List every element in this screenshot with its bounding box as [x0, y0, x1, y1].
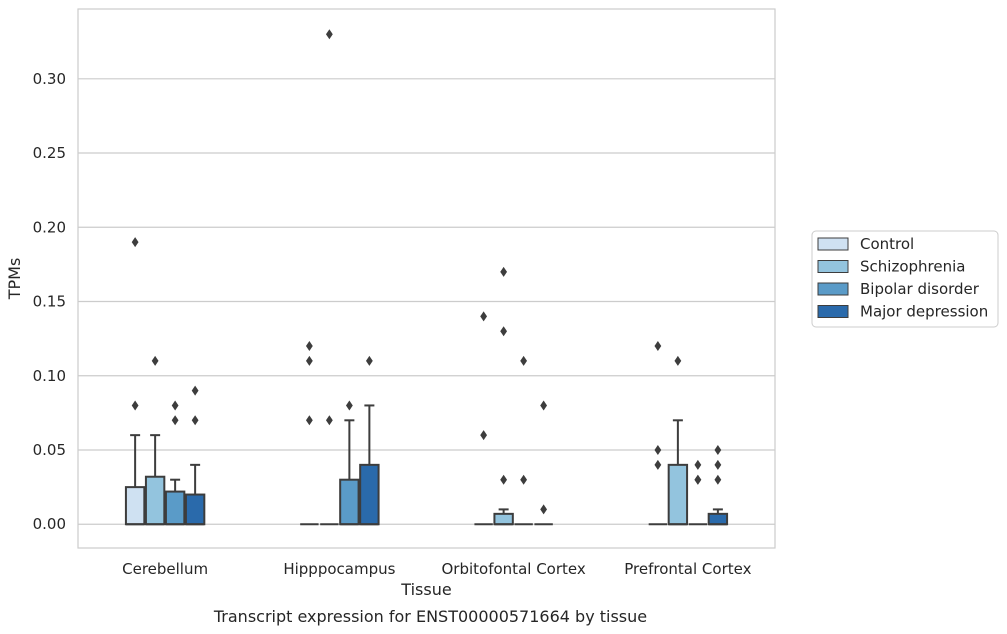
y-tick-label: 0.15 — [33, 293, 66, 311]
outlier-point — [520, 474, 528, 485]
box-body — [359, 463, 380, 526]
box-body — [144, 475, 166, 526]
box-control — [300, 341, 319, 526]
outlier-point — [654, 341, 662, 352]
box-body — [164, 490, 186, 526]
box-schizophrenia — [144, 355, 166, 526]
box-bipolar-disorder — [688, 459, 708, 526]
legend-frame — [811, 230, 999, 328]
outlier-point — [191, 385, 199, 396]
outlier-point — [500, 474, 508, 485]
x-tick-label: Hipppocampus — [283, 560, 395, 578]
legend-label: Bipolar disorder — [860, 280, 980, 298]
y-tick-label: 0.00 — [33, 515, 66, 533]
box-bipolar-disorder — [339, 400, 360, 526]
outlier-point — [500, 326, 508, 337]
box-schizophrenia — [320, 29, 339, 526]
legend-swatch — [817, 305, 849, 318]
box-control — [474, 311, 493, 526]
outlier-point — [654, 459, 662, 470]
legend-label: Major depression — [860, 303, 988, 321]
outlier-point — [674, 355, 682, 366]
outlier-point — [365, 355, 373, 366]
x-tick-label: Prefrontal Cortex — [624, 560, 751, 578]
legend-swatch — [817, 260, 849, 273]
box-schizophrenia — [667, 355, 689, 526]
outlier-point — [694, 459, 702, 470]
box-control — [124, 237, 146, 526]
y-axis-label: TPMs — [5, 258, 24, 301]
outlier-point — [305, 341, 313, 352]
outlier-point — [305, 355, 313, 366]
box-bipolar-disorder — [514, 355, 533, 526]
legend-swatch — [817, 282, 849, 296]
x-tick-label: Cerebellum — [122, 560, 208, 578]
outlier-point — [480, 430, 488, 441]
box-major-depression — [534, 400, 553, 526]
y-tick-label: 0.25 — [33, 144, 66, 162]
outlier-point — [694, 474, 702, 485]
plot-frame — [77, 8, 776, 549]
outlier-point — [500, 266, 508, 277]
outlier-point — [345, 400, 353, 411]
outlier-point — [520, 355, 528, 366]
outlier-point — [540, 504, 548, 515]
box-body — [339, 478, 360, 526]
box-major-depression — [184, 385, 206, 526]
outlier-point — [305, 415, 313, 426]
outlier-point — [480, 311, 488, 322]
box-body — [667, 463, 689, 526]
outlier-point — [714, 445, 722, 455]
outlier-point — [325, 29, 333, 40]
legend-label: Control — [860, 235, 914, 253]
grid-lines — [78, 78, 775, 525]
y-tick-label: 0.05 — [33, 441, 66, 459]
outlier-point — [540, 400, 548, 411]
box-body — [493, 512, 514, 526]
box-bipolar-disorder — [164, 400, 186, 526]
outlier-point — [131, 237, 139, 248]
legend: Control Schizophrenia Bipolar disorder Majo… — [811, 230, 999, 328]
chart-caption: Transcript expression for ENST0000057166… — [213, 607, 647, 626]
outlier-point — [714, 474, 722, 485]
box-body — [124, 486, 146, 526]
outlier-point — [171, 415, 179, 426]
x-tick-labels: Cerebellum Hipppocampus Orbitofontal Corte… — [122, 560, 751, 578]
outlier-point — [714, 459, 722, 470]
y-tick-labels: 0.00 0.05 0.10 0.15 0.20 0.25 0.30 — [33, 70, 66, 533]
y-tick-label: 0.20 — [33, 218, 66, 236]
box-body — [707, 512, 729, 526]
legend-swatch — [817, 237, 849, 251]
outlier-point — [191, 415, 199, 426]
y-tick-label: 0.30 — [33, 70, 66, 88]
x-axis-label: Tissue — [400, 580, 451, 599]
boxes — [124, 29, 729, 526]
box-body — [184, 493, 206, 526]
box-schizophrenia — [493, 266, 514, 526]
legend-label: Schizophrenia — [860, 258, 965, 276]
outlier-point — [325, 415, 333, 426]
outlier-point — [151, 355, 159, 366]
outlier-point — [654, 445, 662, 455]
outlier-point — [131, 400, 139, 411]
x-tick-label: Orbitofontal Cortex — [442, 560, 586, 578]
box-control — [648, 341, 668, 526]
box-major-depression — [707, 445, 729, 526]
outlier-point — [171, 400, 179, 411]
y-tick-label: 0.10 — [33, 367, 66, 385]
box-major-depression — [359, 355, 380, 526]
